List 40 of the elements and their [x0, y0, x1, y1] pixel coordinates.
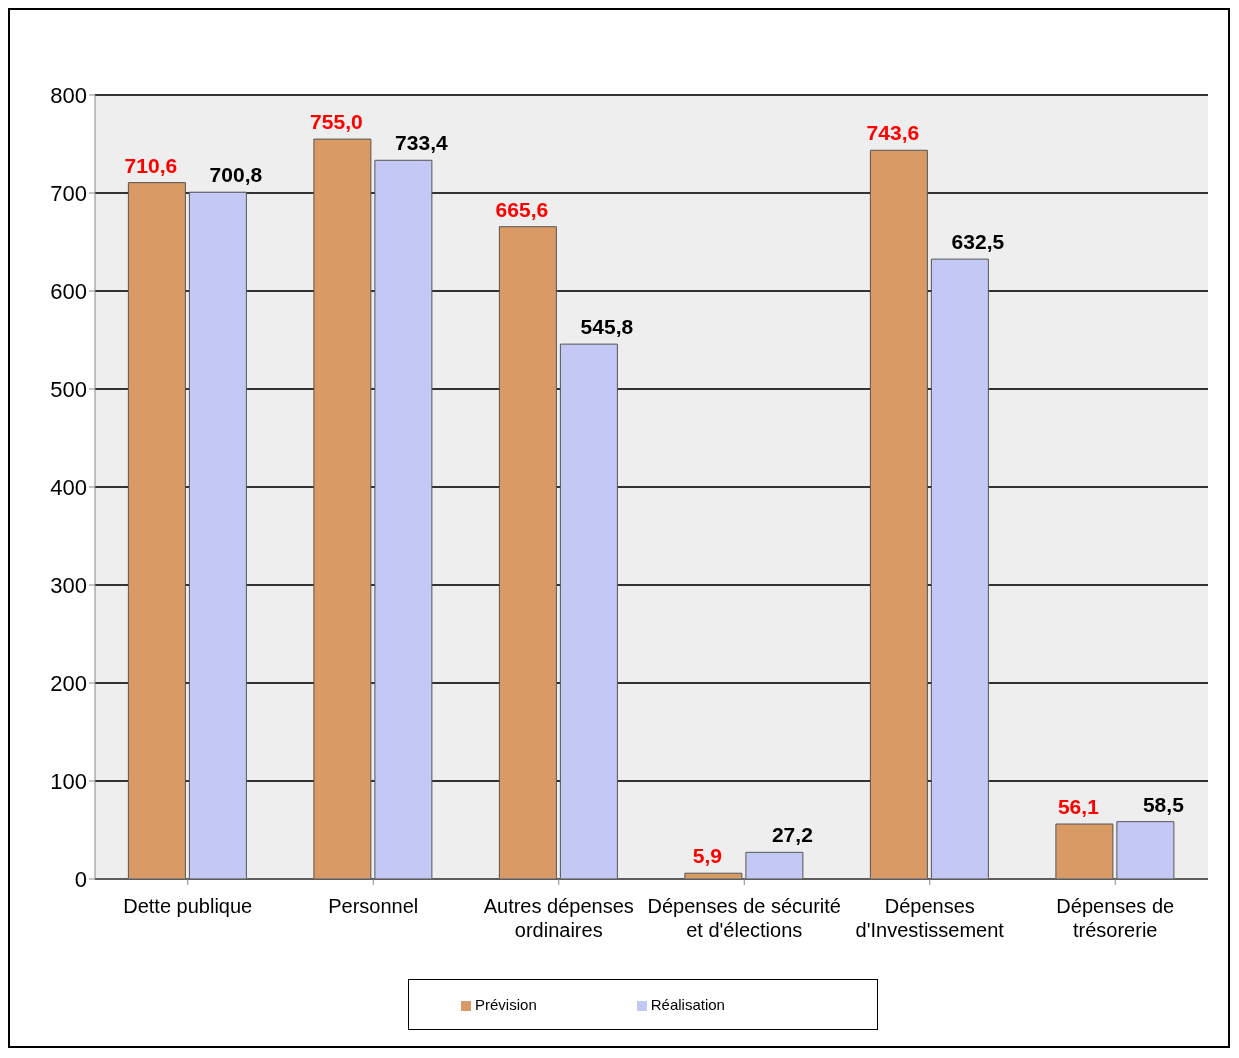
- bar: [745, 851, 804, 879]
- y-tick-label: 200: [50, 670, 87, 696]
- y-tick-label: 300: [50, 572, 87, 598]
- data-label: 27,2: [771, 823, 813, 847]
- x-tick-label: Personnel: [328, 895, 419, 917]
- data-label: 632,5: [951, 230, 1005, 254]
- bar: [313, 138, 372, 879]
- bar: [869, 149, 928, 879]
- bar: [127, 182, 186, 879]
- x-tick-label: Dette publique: [123, 895, 253, 917]
- bar: [498, 226, 557, 879]
- legend-label: Réalisation: [650, 996, 725, 1013]
- data-label: 665,6: [495, 197, 549, 221]
- bar: [559, 343, 618, 879]
- x-tick-label: Autres dépenses ordinaires: [483, 895, 634, 941]
- bar: [930, 258, 989, 879]
- data-label: 743,6: [866, 121, 920, 145]
- data-label: 710,6: [124, 153, 178, 177]
- legend-label: Prévision: [475, 996, 537, 1013]
- data-label: 5,9: [692, 844, 722, 868]
- bar: [1055, 823, 1114, 879]
- data-label: 58,5: [1142, 792, 1185, 816]
- y-tick-label: 600: [50, 278, 87, 304]
- bar: [374, 159, 433, 879]
- bar: [188, 191, 247, 879]
- data-label: 755,0: [310, 110, 363, 134]
- y-tick-label: 0: [74, 866, 87, 892]
- data-label: 733,4: [395, 131, 448, 155]
- data-label: 700,8: [209, 163, 263, 187]
- y-tick-label: 700: [50, 180, 87, 206]
- y-tick-label: 400: [50, 474, 87, 500]
- y-tick-label: 800: [50, 82, 87, 108]
- y-tick-label: 100: [50, 768, 87, 794]
- bar: [1116, 821, 1175, 879]
- data-label: 56,1: [1057, 795, 1100, 819]
- y-tick-label: 500: [50, 376, 87, 402]
- data-label: 545,8: [580, 315, 634, 339]
- x-tick-label: Dépenses de sécurité et d'élections: [647, 895, 841, 941]
- x-tick-label: Dépenses d'Investissement: [855, 895, 1005, 941]
- x-tick-label: Dépenses de trésorerie: [1056, 895, 1175, 941]
